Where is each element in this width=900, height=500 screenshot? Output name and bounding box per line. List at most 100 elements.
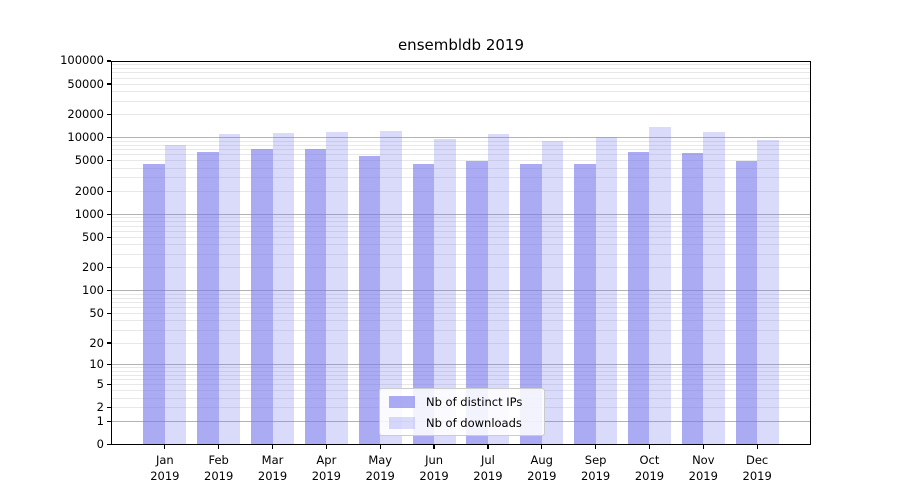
legend-item-downloads: Nb of downloads [380, 414, 544, 431]
x-tick-mark [702, 444, 704, 449]
x-tick-label: Mar 2019 [257, 452, 288, 484]
bar-downloads-jul [487, 133, 510, 445]
minor-gridline [111, 114, 811, 116]
bar-downloads-sep [595, 137, 618, 445]
y-tick-mark [107, 267, 111, 269]
minor-gridline [111, 367, 811, 369]
minor-gridline [111, 244, 811, 246]
minor-gridline [111, 329, 811, 331]
x-tick-label: Aug 2019 [527, 452, 557, 484]
y-tick-mark [107, 137, 111, 139]
major-gridline [111, 290, 811, 292]
bar-downloads-mar [272, 132, 295, 445]
y-tick-label: 5000 [74, 153, 104, 168]
bar-distinct-ips-oct [627, 152, 650, 445]
y-tick-mark [107, 342, 111, 344]
x-tick-mark [164, 444, 166, 449]
bar-downloads-aug [541, 141, 564, 445]
minor-gridline [111, 221, 811, 223]
minor-gridline [111, 190, 811, 192]
y-tick-mark [107, 83, 111, 85]
bar-distinct-ips-jan [143, 163, 165, 445]
y-tick-mark [107, 190, 111, 192]
bar-downloads-jan [164, 145, 187, 445]
y-tick-mark [107, 160, 111, 162]
y-tick-label: 20 [89, 335, 104, 350]
minor-gridline [111, 230, 811, 232]
y-tick-mark [107, 407, 111, 409]
x-tick-mark [648, 444, 651, 449]
y-tick-label: 100 [82, 283, 104, 298]
minor-gridline [111, 307, 811, 309]
bar-distinct-ips-jun [412, 163, 435, 445]
y-tick-mark [107, 384, 111, 386]
legend-label-downloads: Nb of downloads [426, 415, 522, 430]
minor-gridline [111, 67, 811, 69]
x-tick-mark [271, 444, 274, 449]
y-tick-label: 50 [89, 306, 104, 321]
legend-swatch-downloads [389, 416, 415, 429]
y-tick-label: 0 [96, 437, 104, 451]
minor-gridline [111, 154, 811, 156]
minor-gridline [111, 297, 811, 299]
y-tick-label: 20000 [67, 107, 104, 122]
legend-item-distinct-ips: Nb of distinct IPs [380, 393, 544, 410]
y-tick-label: 10 [89, 357, 104, 372]
x-tick-label: Sep 2019 [580, 452, 611, 484]
y-tick-label: 100000 [60, 53, 104, 68]
x-tick-label: Jan 2019 [150, 452, 180, 484]
y-tick-mark [107, 236, 111, 238]
y-tick-label: 10000 [67, 130, 104, 145]
minor-gridline [111, 167, 811, 169]
plot-border [111, 61, 811, 445]
minor-gridline [111, 379, 811, 381]
minor-gridline [111, 64, 811, 65]
minor-gridline [111, 83, 811, 85]
bar-distinct-ips-feb [197, 151, 219, 445]
y-tick-label: 1000 [74, 206, 104, 221]
y-tick-label: 2 [96, 400, 104, 415]
x-tick-label: Feb 2019 [204, 452, 234, 484]
x-tick-label: Oct 2019 [634, 452, 665, 484]
bar-downloads-apr [326, 132, 348, 445]
bar-downloads-dec [757, 140, 779, 445]
minor-gridline [111, 384, 811, 386]
y-tick-mark [107, 290, 111, 292]
x-tick-label: Jul 2019 [473, 452, 503, 484]
bar-downloads-may [380, 131, 402, 445]
bar-distinct-ips-aug [520, 164, 542, 445]
y-tick-label: 5 [96, 377, 104, 392]
minor-gridline [111, 374, 811, 376]
minor-gridline [111, 140, 811, 142]
x-tick-label: Dec 2019 [742, 452, 772, 484]
x-tick-label: Apr 2019 [311, 452, 342, 484]
minor-gridline [111, 293, 811, 295]
x-tick-label: Jun 2019 [419, 452, 449, 484]
y-tick-mark [107, 213, 111, 215]
x-tick-mark [756, 444, 758, 449]
minor-gridline [111, 370, 811, 372]
major-gridline [111, 137, 811, 139]
bar-downloads-nov [703, 131, 725, 445]
chart-title: ensembldb 2019 [397, 36, 525, 54]
y-tick-mark [107, 312, 111, 315]
y-tick-mark [107, 114, 111, 116]
minor-gridline [111, 313, 811, 315]
bar-distinct-ips-jul [466, 160, 488, 445]
y-tick-label: 1 [96, 413, 104, 428]
minor-gridline [111, 177, 811, 179]
minor-gridline [111, 144, 811, 146]
major-gridline [111, 213, 811, 215]
y-tick-label: 200 [82, 260, 104, 275]
bar-distinct-ips-may [358, 155, 381, 445]
minor-gridline [111, 253, 811, 255]
x-tick-label: Nov 2019 [688, 452, 718, 484]
bar-distinct-ips-sep [574, 164, 596, 445]
x-tick-mark [433, 444, 435, 449]
bar-downloads-jun [434, 138, 456, 445]
minor-gridline [111, 225, 811, 227]
y-tick-mark [107, 60, 111, 62]
